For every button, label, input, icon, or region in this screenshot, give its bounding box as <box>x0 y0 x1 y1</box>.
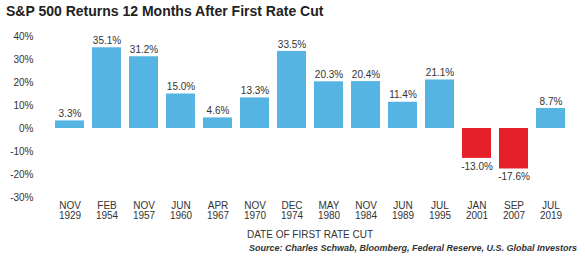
svg-text:4.6%: 4.6% <box>207 105 230 116</box>
svg-text:NOV1984: NOV1984 <box>355 200 378 221</box>
svg-text:JUL1995: JUL1995 <box>429 200 452 221</box>
html-text:Source: Charles Schwab, Bloomb: Source: Charles Schwab, Bloomberg, Feder… <box>248 243 577 253</box>
svg-text:DATE OF FIRST RATE CUT: DATE OF FIRST RATE CUT <box>247 229 373 240</box>
html-text:S&P 500 Returns 12 Months Afte: S&P 500 Returns 12 Months After First Ra… <box>6 3 324 19</box>
svg-text:30%: 30% <box>13 54 33 65</box>
svg-text:NOV1970: NOV1970 <box>244 200 267 221</box>
svg-text:SEP2007: SEP2007 <box>503 200 526 221</box>
svg-text:33.5%: 33.5% <box>278 39 306 50</box>
svg-text:11.4%: 11.4% <box>389 89 417 100</box>
svg-text:40%: 40% <box>13 31 33 42</box>
svg-text:APR1967: APR1967 <box>207 200 230 221</box>
svg-text:MAY1980: MAY1980 <box>318 200 341 221</box>
svg-text:20.4%: 20.4% <box>352 69 380 80</box>
svg-text:8.7%: 8.7% <box>540 96 563 107</box>
svg-text:JUL2019: JUL2019 <box>540 200 563 221</box>
svg-text:-20%: -20% <box>10 169 33 180</box>
svg-text:NOV1929: NOV1929 <box>59 200 82 221</box>
svg-text:15.0%: 15.0% <box>167 81 195 92</box>
svg-text:10%: 10% <box>13 100 33 111</box>
svg-text:35.1%: 35.1% <box>93 35 121 46</box>
svg-text:20%: 20% <box>13 77 33 88</box>
svg-text:-13.0%: -13.0% <box>461 161 493 172</box>
svg-text:0%: 0% <box>19 123 34 134</box>
svg-text:NOV1957: NOV1957 <box>133 200 156 221</box>
svg-text:20.3%: 20.3% <box>315 69 343 80</box>
svg-text:31.2%: 31.2% <box>130 44 158 55</box>
svg-text:-10%: -10% <box>10 146 33 157</box>
svg-text:DEC1974: DEC1974 <box>281 200 304 221</box>
svg-text:-30%: -30% <box>10 192 33 203</box>
svg-text:21.1%: 21.1% <box>426 67 454 78</box>
svg-text:FEB1954: FEB1954 <box>96 200 119 221</box>
svg-text:13.3%: 13.3% <box>241 85 269 96</box>
svg-text:JUN1960: JUN1960 <box>170 200 193 221</box>
svg-text:JAN2001: JAN2001 <box>466 200 489 221</box>
svg-text:-17.6%: -17.6% <box>498 171 530 182</box>
svg-text:3.3%: 3.3% <box>59 108 82 119</box>
svg-text:JUN1989: JUN1989 <box>392 200 415 221</box>
